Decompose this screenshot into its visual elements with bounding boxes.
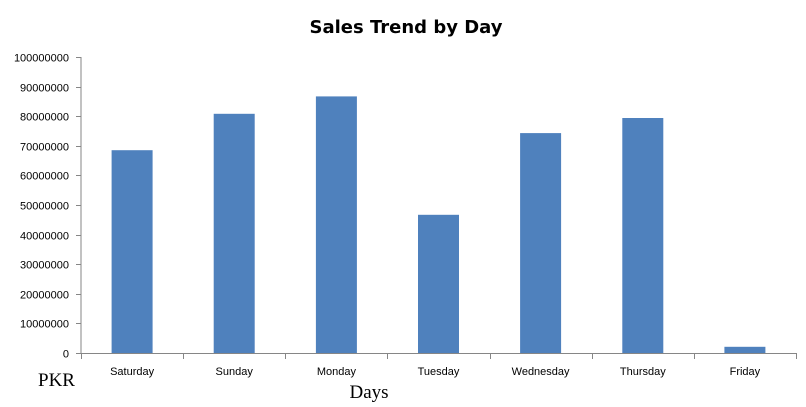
x-tick-label: Monday [317, 366, 357, 378]
y-tick-label: 30000000 [20, 260, 69, 272]
y-tick-label: 10000000 [20, 319, 69, 331]
y-tick-label: 90000000 [20, 83, 69, 95]
y-tick-label: 80000000 [20, 112, 69, 124]
x-tick-label: Sunday [216, 366, 254, 378]
y-tick-label: 60000000 [20, 171, 69, 183]
y-tick-label: 100000000 [14, 53, 69, 65]
y-axis-label: PKR [38, 370, 75, 391]
bar-saturday [111, 150, 153, 353]
x-tick-label: Tuesday [418, 366, 460, 378]
chart-title: Sales Trend by Day [310, 17, 503, 38]
x-tick-label: Saturday [110, 366, 155, 378]
x-tick-label: Thursday [620, 366, 666, 378]
bar-friday [724, 346, 766, 353]
x-tick-label: Wednesday [512, 366, 570, 378]
y-tick-label: 70000000 [20, 142, 69, 154]
y-tick-label: 50000000 [20, 201, 69, 213]
bar-monday [315, 96, 357, 354]
bar-thursday [622, 118, 664, 353]
x-tick-label: Friday [730, 366, 761, 378]
x-axis-label: Days [349, 382, 388, 403]
bar-sunday [213, 113, 255, 353]
y-tick-label: 20000000 [20, 290, 69, 302]
y-tick-label: 0 [63, 349, 69, 361]
bar-tuesday [418, 214, 459, 353]
bar-wednesday [520, 133, 562, 353]
y-tick-label: 40000000 [20, 231, 69, 243]
